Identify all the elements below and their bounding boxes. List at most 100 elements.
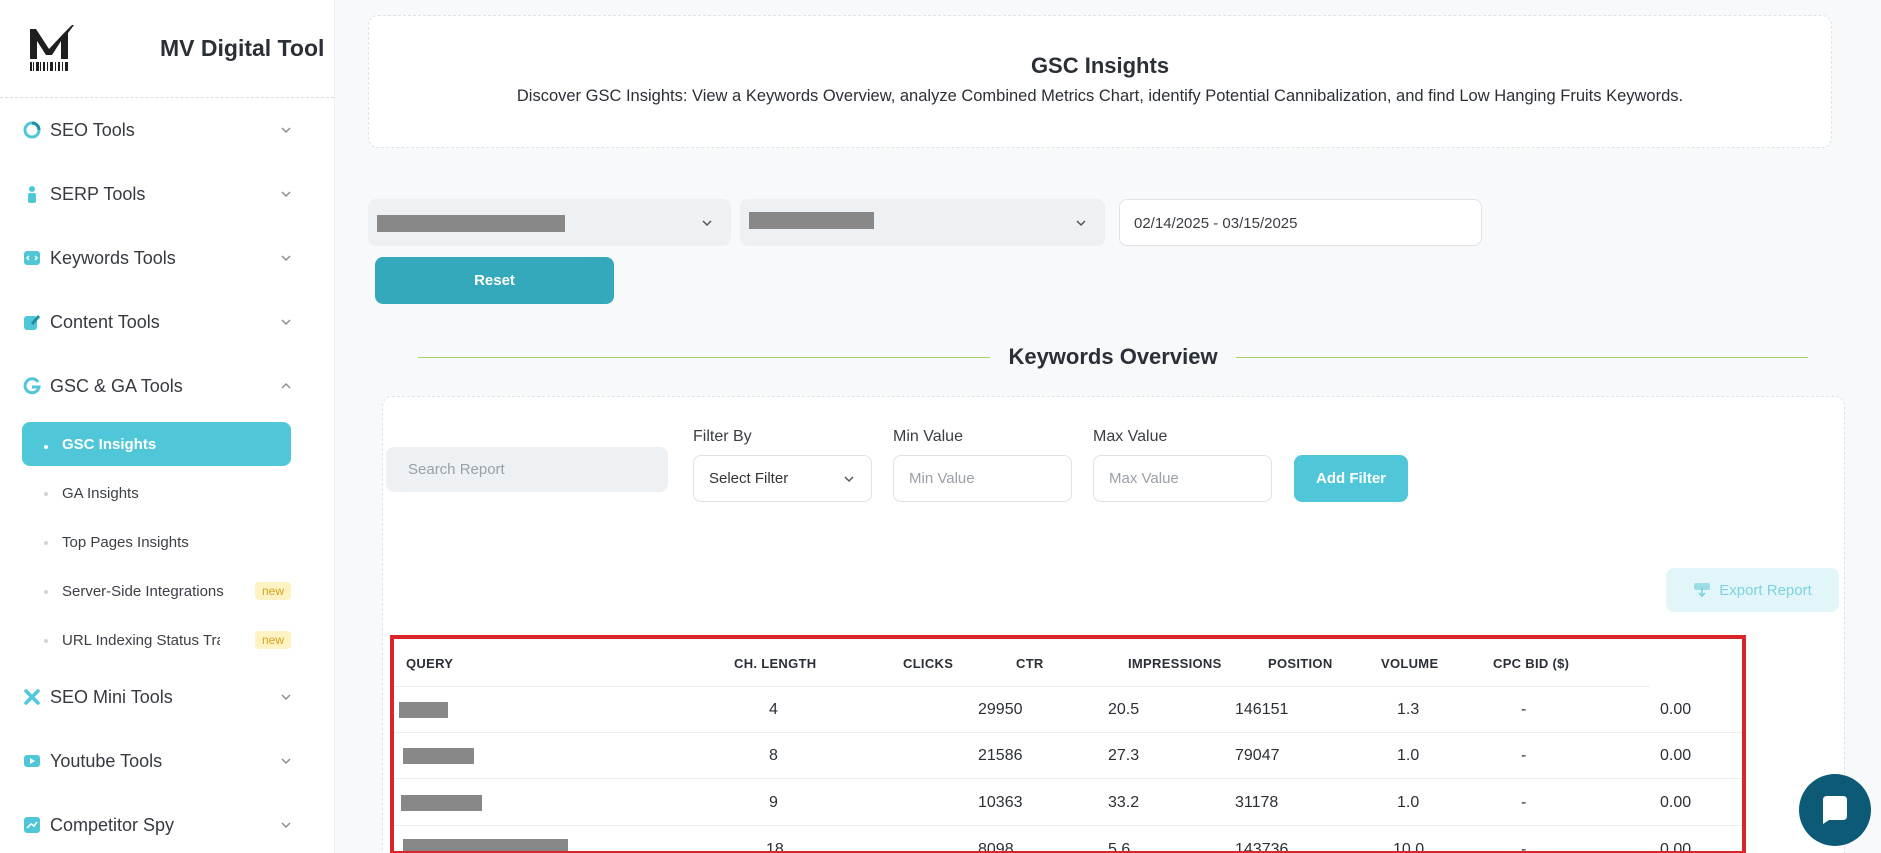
chat-widget-button[interactable] bbox=[1799, 774, 1871, 846]
chevron-down-icon bbox=[1076, 220, 1086, 227]
column-header-ctr[interactable]: CTR bbox=[1016, 656, 1044, 671]
bullet-icon bbox=[44, 639, 48, 643]
chevron-down-icon bbox=[844, 476, 854, 483]
subitem-label: GA Insights bbox=[62, 485, 139, 502]
max-value-input[interactable] bbox=[1093, 455, 1272, 502]
column-header-impressions[interactable]: IMPRESSIONS bbox=[1128, 656, 1222, 671]
subitem-label: Top Pages Insights bbox=[62, 534, 189, 551]
keywords-overview-panel: Filter By Select Filter Min Value Max Va… bbox=[382, 396, 1845, 853]
cell-volume: - bbox=[1521, 841, 1527, 853]
filter-select-value: Select Filter bbox=[709, 470, 789, 487]
pencil-icon bbox=[22, 312, 42, 332]
table-row[interactable]: 4 29950 20.5 146151 1.3 - 0.00 bbox=[394, 687, 1742, 733]
search-report-input[interactable] bbox=[386, 447, 668, 492]
cell-cpc: 0.00 bbox=[1660, 841, 1692, 853]
sidebar-subitem-top-pages-insights[interactable]: Top Pages Insights bbox=[22, 518, 334, 567]
site-select[interactable] bbox=[740, 199, 1105, 246]
redacted-query bbox=[403, 839, 568, 851]
cross-tools-icon bbox=[22, 687, 42, 707]
cell-cpc: 0.00 bbox=[1660, 794, 1692, 811]
chevron-down-icon bbox=[281, 255, 291, 262]
sidebar-item-seo-mini-tools[interactable]: SEO Mini Tools bbox=[0, 665, 334, 729]
filter-by-label: Filter By bbox=[693, 428, 752, 445]
sidebar-item-keywords-tools[interactable]: Keywords Tools bbox=[0, 226, 334, 290]
subitem-label: URL Indexing Status Tracker bbox=[62, 632, 220, 649]
sidebar: MV Digital Tool SEO Tools SERP Tools Key… bbox=[0, 0, 335, 853]
keywords-table: QUERY CH. LENGTH CLICKS CTR IMPRESSIONS … bbox=[390, 635, 1746, 853]
cell-clicks: 29950 bbox=[978, 701, 1023, 718]
column-header-volume[interactable]: VOLUME bbox=[1381, 656, 1439, 671]
cell-ch-length: 8 bbox=[769, 747, 778, 764]
subitem-label: Server-Side Integrations bbox=[62, 583, 224, 600]
redacted-query bbox=[399, 702, 448, 718]
sidebar-item-gsc-ga-tools[interactable]: GSC & GA Tools bbox=[0, 354, 334, 418]
page-description: Discover GSC Insights: View a Keywords O… bbox=[516, 87, 1684, 105]
subitem-label: GSC Insights bbox=[62, 435, 157, 453]
page-header: GSC Insights Discover GSC Insights: View… bbox=[368, 15, 1832, 148]
redacted-query bbox=[403, 748, 474, 764]
cell-cpc: 0.00 bbox=[1660, 747, 1692, 764]
brand[interactable]: MV Digital Tool bbox=[0, 0, 334, 98]
cell-clicks: 8098 bbox=[978, 841, 1014, 853]
chevron-down-icon bbox=[281, 127, 291, 134]
sidebar-submenu: GSC Insights GA Insights Top Pages Insig… bbox=[0, 422, 334, 665]
sidebar-item-label: SEO Mini Tools bbox=[50, 686, 173, 707]
sidebar-item-label: Competitor Spy bbox=[50, 814, 175, 835]
export-report-button[interactable]: Export Report bbox=[1666, 568, 1839, 612]
cell-impressions: 79047 bbox=[1235, 747, 1280, 764]
sidebar-subitem-server-side-integrations[interactable]: Server-Side Integrations new bbox=[22, 567, 291, 616]
sidebar-subitem-gsc-insights[interactable]: GSC Insights bbox=[22, 422, 291, 466]
cell-position: 1.0 bbox=[1397, 794, 1420, 811]
redacted-value bbox=[749, 212, 874, 229]
sidebar-subitem-url-indexing-status-tracker[interactable]: URL Indexing Status Tracker new bbox=[22, 616, 291, 665]
sidebar-item-competitor-spy[interactable]: Competitor Spy bbox=[0, 793, 334, 853]
sidebar-item-label: Keywords Tools bbox=[50, 247, 176, 268]
sidebar-item-youtube-tools[interactable]: Youtube Tools bbox=[0, 729, 334, 793]
min-value-label: Min Value bbox=[893, 428, 963, 445]
cell-cpc: 0.00 bbox=[1660, 701, 1692, 718]
column-header-query[interactable]: QUERY bbox=[406, 656, 454, 671]
date-range-picker[interactable]: 02/14/2025 - 03/15/2025 bbox=[1119, 199, 1482, 246]
divider bbox=[418, 356, 991, 358]
sidebar-item-label: GSC & GA Tools bbox=[50, 375, 183, 396]
cell-ch-length: 9 bbox=[769, 794, 778, 811]
divider bbox=[1235, 356, 1809, 358]
g-logo-icon bbox=[22, 376, 42, 396]
filter-select[interactable]: Select Filter bbox=[693, 455, 872, 502]
column-header-ch-length[interactable]: CH. LENGTH bbox=[734, 656, 817, 671]
cell-ctr: 5.6 bbox=[1108, 841, 1131, 853]
column-header-clicks[interactable]: CLICKS bbox=[903, 656, 954, 671]
cell-impressions: 146151 bbox=[1235, 701, 1289, 718]
sidebar-subitem-ga-insights[interactable]: GA Insights bbox=[22, 469, 334, 518]
brand-name: MV Digital Tool bbox=[160, 35, 325, 61]
property-select[interactable] bbox=[368, 199, 731, 246]
sidebar-item-label: SEO Tools bbox=[50, 119, 135, 140]
new-badge: new bbox=[254, 582, 291, 600]
table-row[interactable]: 9 10363 33.2 31178 1.0 - 0.00 bbox=[394, 780, 1742, 826]
section-title: Keywords Overview bbox=[1008, 344, 1218, 369]
chevron-down-icon bbox=[281, 694, 291, 701]
chevron-down-icon bbox=[281, 822, 291, 829]
cell-clicks: 21586 bbox=[978, 747, 1023, 764]
chat-bubble-icon bbox=[1823, 796, 1847, 824]
chevron-down-icon bbox=[281, 758, 291, 765]
code-window-icon bbox=[22, 248, 42, 268]
table-row[interactable]: 18 8098 5.6 143736 10.0 - 0.00 bbox=[394, 827, 1742, 853]
video-icon bbox=[22, 751, 42, 771]
add-filter-button[interactable]: Add Filter bbox=[1294, 455, 1408, 502]
column-header-position[interactable]: POSITION bbox=[1268, 656, 1333, 671]
min-value-input[interactable] bbox=[893, 455, 1072, 502]
download-icon bbox=[1694, 583, 1711, 598]
sidebar-item-seo-tools[interactable]: SEO Tools bbox=[0, 98, 334, 162]
redacted-query bbox=[401, 795, 482, 811]
new-badge: new bbox=[254, 631, 291, 649]
cell-impressions: 143736 bbox=[1235, 841, 1289, 853]
sidebar-item-content-tools[interactable]: Content Tools bbox=[0, 290, 334, 354]
reset-button[interactable]: Reset bbox=[375, 257, 614, 304]
sidebar-nav: SEO Tools SERP Tools Keywords Tools Cont… bbox=[0, 98, 334, 853]
table-row[interactable]: 8 21586 27.3 79047 1.0 - 0.00 bbox=[394, 733, 1742, 779]
export-report-label: Export Report bbox=[1719, 581, 1812, 599]
sidebar-item-serp-tools[interactable]: SERP Tools bbox=[0, 162, 334, 226]
column-header-cpc-bid[interactable]: CPC BID ($) bbox=[1493, 656, 1570, 671]
trend-chart-icon bbox=[22, 815, 42, 835]
